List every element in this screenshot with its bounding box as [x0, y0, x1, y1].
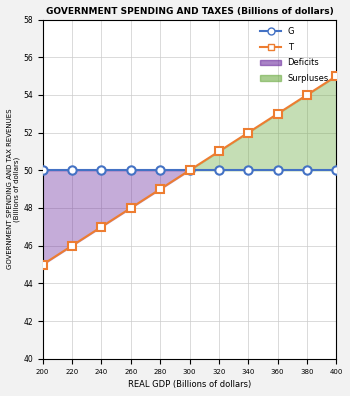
X-axis label: REAL GDP (Billions of dollars): REAL GDP (Billions of dollars): [128, 380, 251, 389]
Y-axis label: GOVERNMENT SPENDING AND TAX REVENUES
(Billions of dollars): GOVERNMENT SPENDING AND TAX REVENUES (Bi…: [7, 109, 20, 269]
Legend: G, T, Deficits, Surpluses: G, T, Deficits, Surpluses: [257, 24, 332, 86]
Title: GOVERNMENT SPENDING AND TAXES (Billions of dollars): GOVERNMENT SPENDING AND TAXES (Billions …: [46, 7, 334, 16]
